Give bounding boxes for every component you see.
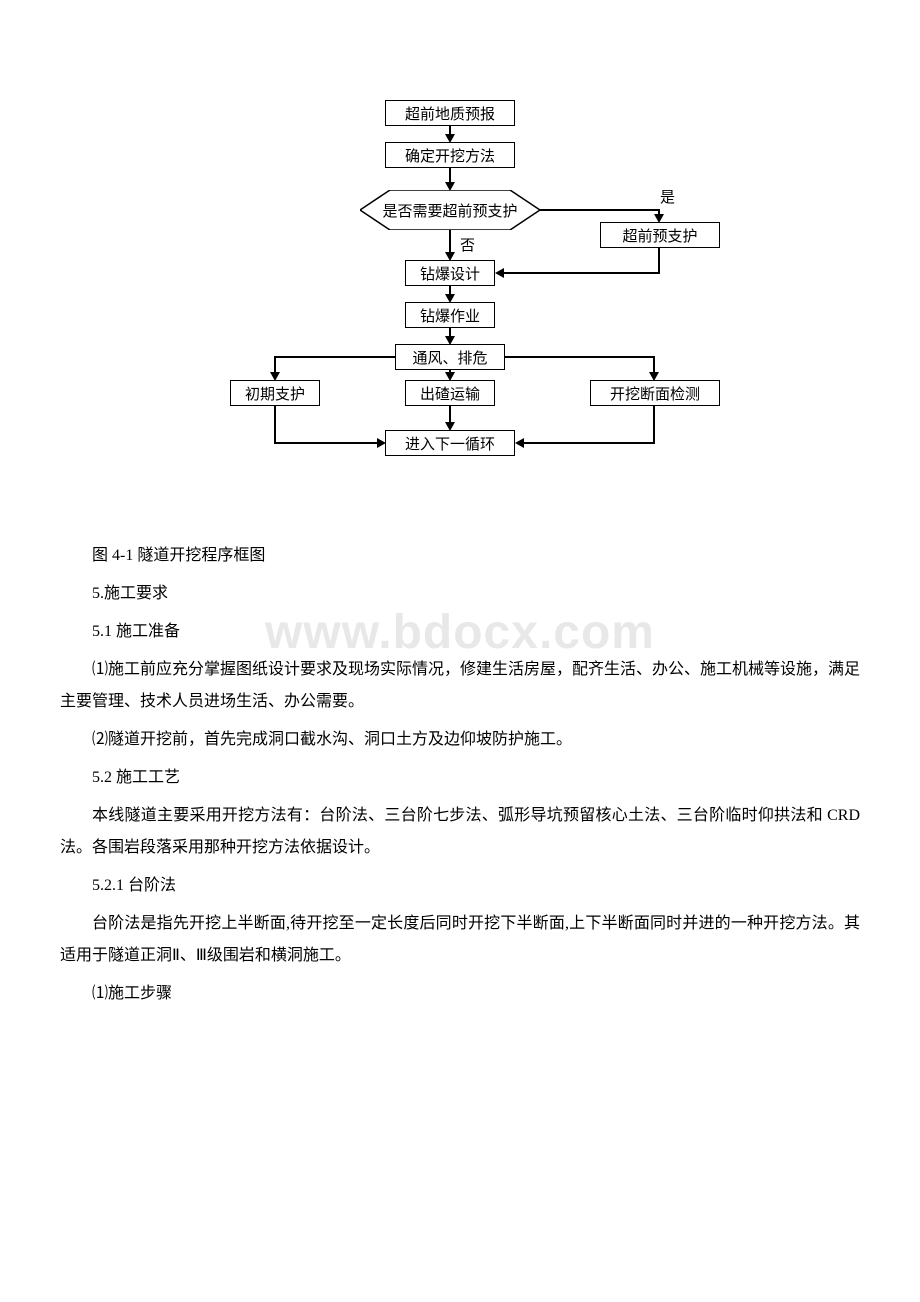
arrow-head-icon [445,294,455,303]
node-next-cycle: 进入下一循环 [385,430,515,456]
paragraph: ⑵隧道开挖前，首先完成洞口截水沟、洞口土方及边仰坡防护施工。 [60,724,860,756]
edge-label-yes: 是 [660,186,675,207]
node-muck: 出碴运输 [405,380,495,406]
node-label: 钻爆设计 [420,263,480,284]
arrow-head-icon [649,372,659,381]
edge [658,248,660,272]
node-label: 是否需要超前预支护 [382,200,517,221]
paragraph: ⑴施工前应充分掌握图纸设计要求及现场实际情况，修建生活房屋，配齐生活、办公、施工… [60,654,860,718]
node-blast-op: 钻爆作业 [405,302,495,328]
arrow-head-icon [270,372,280,381]
node-blast-design: 钻爆设计 [405,260,495,286]
node-label: 通风、排危 [412,347,487,368]
arrow-head-icon [654,214,664,223]
document-body: 图 4-1 隧道开挖程序框图 5.施工要求 5.1 施工准备 ⑴施工前应充分掌握… [60,540,860,1010]
arrow-head-icon [445,372,455,381]
edge [449,230,451,253]
edge-label-no: 否 [460,234,475,255]
arrow-head-icon [515,438,524,448]
node-label: 初期支护 [245,383,305,404]
heading-5-2-1: 5.2.1 台阶法 [60,870,860,902]
node-label: 钻爆作业 [420,305,480,326]
edge [449,406,451,423]
edge [274,442,378,444]
node-label: 确定开挖方法 [405,145,495,166]
node-presupport: 超前预支护 [600,222,720,248]
edge [449,168,451,183]
node-vent: 通风、排危 [395,344,505,370]
node-label: 超前地质预报 [405,103,495,124]
heading-5: 5.施工要求 [60,578,860,610]
node-section-check: 开挖断面检测 [590,380,720,406]
arrow-head-icon [445,182,455,191]
node-init-support: 初期支护 [230,380,320,406]
edge [275,356,395,358]
edge [274,406,276,443]
paragraph: 本线隧道主要采用开挖方法有：台阶法、三台阶七步法、弧形导坑预留核心土法、三台阶临… [60,800,860,864]
edge [540,209,660,211]
arrow-head-icon [445,134,455,143]
heading-5-1: 5.1 施工准备 [60,616,860,648]
arrow-head-icon [445,252,455,261]
node-label: 出碴运输 [420,383,480,404]
node-determine-method: 确定开挖方法 [385,142,515,168]
node-label: 进入下一循环 [405,433,495,454]
arrow-head-icon [445,422,455,431]
node-label: 超前预支护 [622,225,697,246]
arrow-head-icon [377,438,386,448]
edge [524,442,655,444]
node-need-presupport: 是否需要超前预支护 [360,190,540,230]
figure-caption: 图 4-1 隧道开挖程序框图 [60,540,860,572]
edge [505,356,655,358]
edge [653,406,655,443]
flowchart-diagram: 超前地质预报 确定开挖方法 是否需要超前预支护 超前预支护 钻爆设计 钻爆作业 … [160,100,760,480]
edge [504,272,660,274]
heading-5-2: 5.2 施工工艺 [60,762,860,794]
paragraph: 台阶法是指先开挖上半断面,待开挖至一定长度后同时开挖下半断面,上下半断面同时并进… [60,908,860,972]
node-label: 开挖断面检测 [610,383,700,404]
paragraph: ⑴施工步骤 [60,978,860,1010]
node-geo-forecast: 超前地质预报 [385,100,515,126]
arrow-head-icon [495,268,504,278]
arrow-head-icon [445,336,455,345]
